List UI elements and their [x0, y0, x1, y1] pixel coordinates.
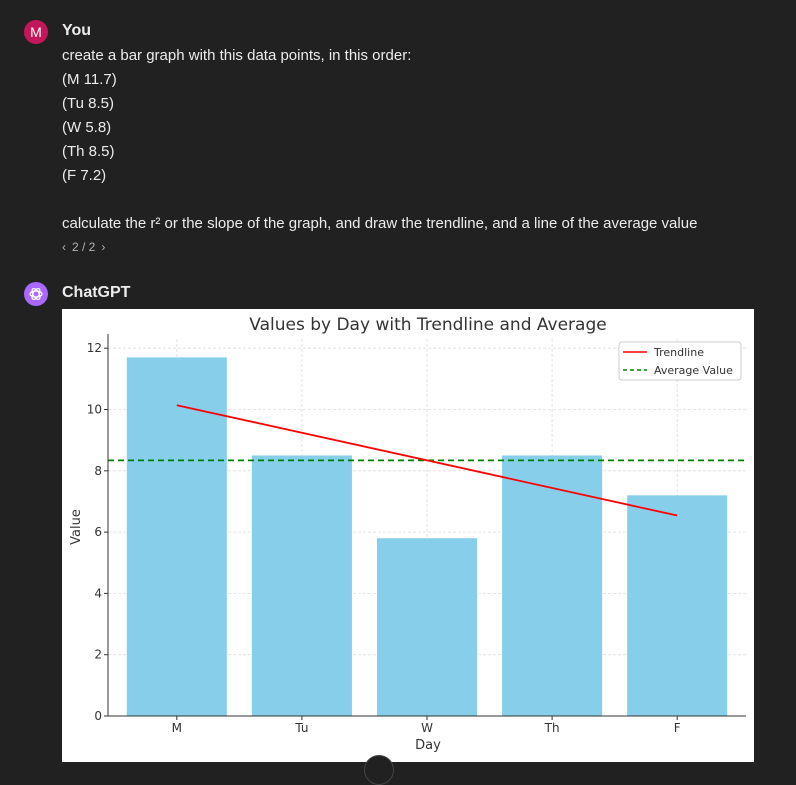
y-tick-label: 10 [87, 402, 102, 416]
chart-title: Values by Day with Trendline and Average [249, 315, 606, 335]
message-line: calculate the r² or the slope of the gra… [62, 215, 698, 232]
openai-logo-glyph [29, 287, 43, 301]
bar-w [376, 538, 478, 716]
message-line: (M 11.7) [62, 71, 117, 88]
x-tick-label: Tu [294, 721, 308, 735]
y-tick-label: 12 [87, 341, 102, 355]
trendline [176, 404, 678, 517]
pager-prev-button[interactable]: ‹ [62, 240, 66, 254]
y-tick-label: 2 [94, 648, 102, 662]
x-axis-label: Day [415, 738, 441, 753]
pager-next-button[interactable]: › [101, 240, 106, 254]
y-axis-label: Value [69, 509, 84, 545]
user-avatar-letter: M [30, 24, 42, 40]
chart-lines [108, 404, 746, 517]
chart-image: Values by Day with Trendline and Average… [62, 309, 754, 762]
y-tick-label: 6 [94, 525, 102, 539]
x-tick-label: Th [544, 721, 560, 735]
chart-legend: Trendline Average Value [618, 341, 742, 381]
message-line: create a bar graph with this data points… [62, 47, 412, 64]
message-line: (Th 8.5) [62, 143, 115, 160]
y-tick-label: 4 [94, 586, 102, 600]
chart-axes: 0 2 4 6 8 10 12 M Tu W Th F [87, 334, 746, 735]
legend-average-label: Average Value [654, 364, 733, 377]
chart-bars [126, 357, 728, 716]
x-tick-label: M [172, 721, 182, 735]
legend-box [618, 341, 742, 381]
user-author-name: You [62, 22, 92, 39]
user-avatar: M [24, 20, 48, 44]
message-line: (Tu 8.5) [62, 95, 114, 112]
bar-th [502, 455, 603, 716]
assistant-author-name: ChatGPT [62, 284, 131, 301]
user-message-text: create a bar graph with this data points… [62, 44, 782, 236]
message-line: (W 5.8) [62, 119, 112, 136]
assistant-message: ChatGPT [24, 282, 784, 308]
message-line: (F 7.2) [62, 167, 107, 184]
x-tick-label: W [421, 721, 433, 735]
bar-m [126, 357, 227, 716]
bar-f [627, 495, 728, 716]
pager-label: 2 / 2 [72, 240, 96, 254]
bar-chart: Values by Day with Trendline and Average… [69, 315, 746, 753]
response-pager: ‹ 2 / 2 › [62, 240, 105, 254]
y-tick-label: 0 [94, 709, 102, 723]
message-line [62, 188, 782, 212]
scroll-down-button[interactable] [364, 755, 394, 785]
bar-tu [251, 455, 352, 716]
openai-logo-icon [24, 282, 48, 306]
legend-trendline-label: Trendline [653, 346, 704, 359]
y-tick-label: 8 [94, 464, 102, 478]
user-message: M You [24, 20, 784, 270]
x-tick-label: F [674, 721, 681, 735]
